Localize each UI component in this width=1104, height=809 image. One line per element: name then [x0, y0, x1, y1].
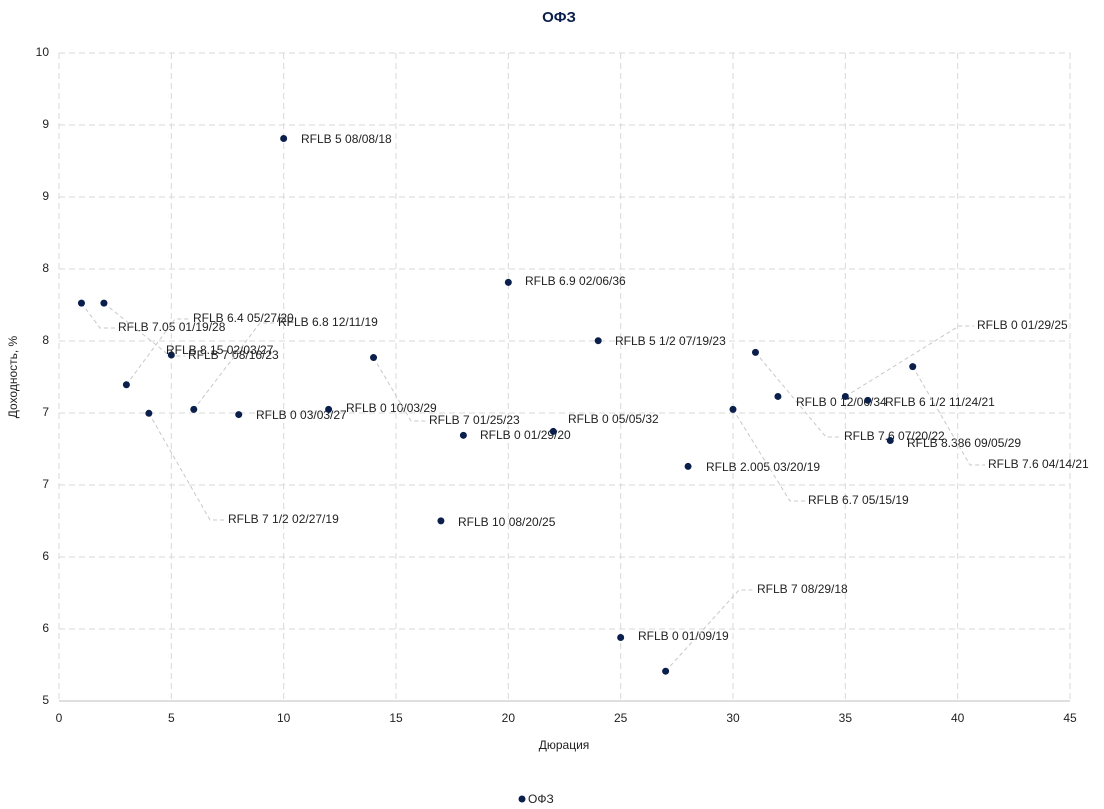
x-tick-label: 0: [56, 711, 63, 725]
x-tick-label: 25: [614, 711, 628, 725]
point: [751, 348, 759, 356]
point-label: RFLB 5 08/08/18: [301, 132, 392, 146]
point-label: RFLB 8.15 02/03/27: [166, 343, 274, 357]
x-tick-label: 30: [726, 711, 740, 725]
point: [280, 135, 288, 143]
point: [729, 405, 737, 413]
point: [909, 363, 917, 371]
point: [370, 354, 378, 362]
leader-line: [148, 413, 225, 521]
point: [864, 396, 872, 404]
leader-line: [755, 352, 841, 438]
y-tick-label: 9: [42, 117, 49, 131]
point-label: RFLB 6.9 02/06/36: [525, 274, 626, 288]
point-label: RFLB 8.386 09/05/29: [907, 436, 1021, 450]
x-axis-label: Дюрация: [539, 738, 590, 752]
point: [504, 278, 512, 286]
point-label: RFLB 0 10/03/29: [346, 401, 437, 415]
point-label: RFLB 2.005 03/20/19: [706, 460, 820, 474]
point: [437, 517, 445, 525]
point: [77, 299, 85, 307]
x-tick-label: 10: [277, 711, 291, 725]
point: [145, 409, 153, 417]
y-tick-label: 6: [42, 621, 49, 635]
leader-line: [81, 302, 115, 329]
chart-title: ОФЗ: [542, 9, 576, 26]
point-label: RFLB 6.4 05/27/20: [193, 311, 294, 325]
point-label: RFLB 0 03/03/27: [256, 408, 347, 422]
y-tick-label: 7: [42, 477, 49, 491]
point-label: RFLB 7 08/16/23: [188, 348, 279, 362]
point: [459, 431, 467, 439]
leader-line: [845, 325, 974, 397]
point-label: RFLB 7.6 07/20/22: [844, 429, 945, 443]
point: [235, 411, 243, 419]
x-tick-label: 15: [389, 711, 403, 725]
y-tick-label: 10: [36, 45, 50, 59]
point-label: RFLB 7 01/25/23: [429, 413, 520, 427]
point-label: RFLB 6.7 05/15/19: [808, 493, 909, 507]
point: [549, 427, 557, 435]
point: [684, 462, 692, 470]
y-tick-label: 8: [42, 333, 49, 347]
point-label: RFLB 6.8 12/11/19: [278, 315, 378, 329]
point-label: RFLB 0 01/29/20: [480, 428, 571, 442]
x-tick-label: 45: [1063, 711, 1077, 725]
x-tick-label: 20: [502, 711, 516, 725]
point: [167, 351, 175, 359]
point: [774, 392, 782, 400]
y-tick-label: 7: [42, 405, 49, 419]
x-tick-label: 40: [951, 711, 965, 725]
point: [594, 337, 602, 345]
point-label: RFLB 10 08/20/25: [458, 515, 556, 529]
leader-line: [373, 357, 426, 422]
point-label: RFLB 0 01/29/25: [977, 318, 1068, 332]
legend-marker: [518, 795, 526, 803]
point: [662, 667, 670, 675]
leader-line: [193, 322, 275, 410]
y-tick-label: 5: [42, 693, 49, 707]
leader-line: [732, 409, 805, 502]
point-label: RFLB 7.05 01/19/28: [118, 320, 226, 334]
point: [886, 437, 894, 445]
point: [100, 299, 108, 307]
point-label: RFLB 7.6 04/14/21: [988, 457, 1089, 471]
point: [122, 381, 130, 389]
y-tick-label: 8: [42, 261, 49, 275]
point-label: RFLB 0 12/06/34: [796, 395, 887, 409]
point-label: RFLB 0 05/05/32: [568, 412, 659, 426]
point-label: RFLB 5 1/2 07/19/23: [615, 334, 726, 348]
point-label: RFLB 7 1/2 02/27/19: [228, 512, 339, 526]
leader-line: [665, 589, 754, 672]
point-label: RFLB 7 08/29/18: [757, 582, 848, 596]
point-label: RFLB 6 1/2 11/24/21: [885, 395, 995, 409]
leader-line: [912, 366, 985, 466]
y-tick-label: 9: [42, 189, 49, 203]
point: [841, 392, 849, 400]
point-label: RFLB 0 01/09/19: [638, 629, 729, 643]
y-axis-label: Доходность, %: [6, 335, 20, 418]
x-tick-label: 35: [839, 711, 853, 725]
point: [617, 633, 625, 641]
y-tick-label: 6: [42, 549, 49, 563]
x-tick-label: 5: [168, 711, 175, 725]
point: [325, 405, 333, 413]
leader-line: [125, 318, 190, 386]
point: [190, 405, 198, 413]
legend-label: ОФЗ: [528, 792, 554, 806]
